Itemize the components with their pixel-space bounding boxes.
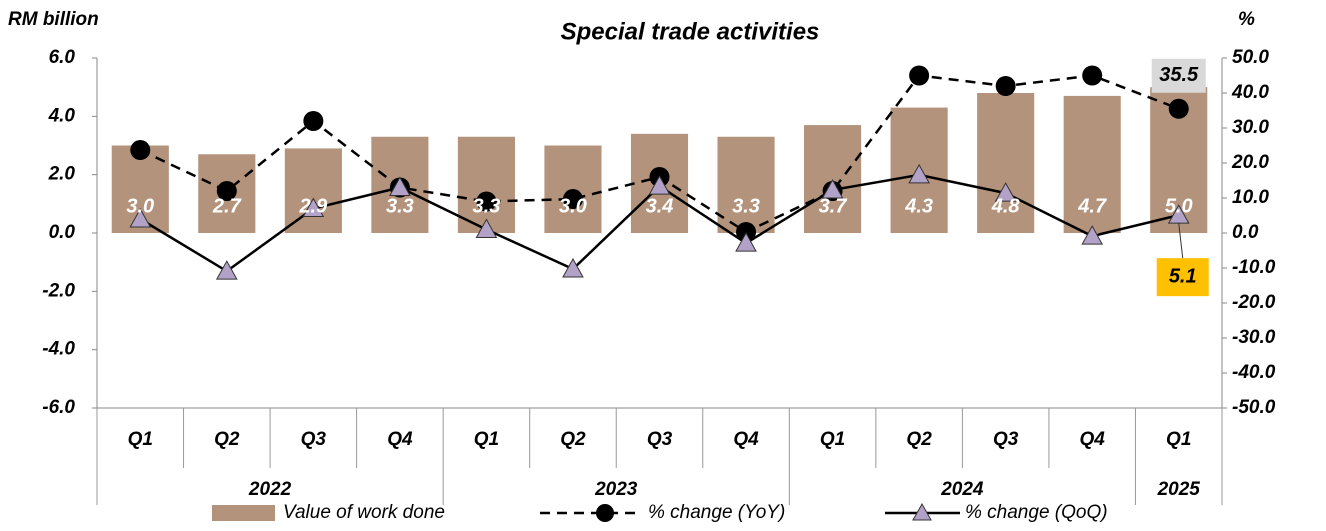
x-tick-label: Q2 xyxy=(214,429,240,450)
x-tick-label: Q3 xyxy=(647,429,673,450)
y2-tick-label: -10.0 xyxy=(1232,257,1276,278)
y2-tick-label: -50.0 xyxy=(1232,397,1276,418)
x-tick-label: Q4 xyxy=(733,429,759,450)
marker xyxy=(995,76,1016,96)
callout-label: 35.5 xyxy=(1159,64,1199,86)
y-tick-label: -6.0 xyxy=(42,397,75,418)
marker xyxy=(994,182,1017,202)
bar-value-label: 4.8 xyxy=(991,195,1021,217)
marker xyxy=(1082,65,1103,86)
legend-marker xyxy=(912,502,932,521)
bar-value-label: 3.3 xyxy=(386,195,414,217)
y2-tick-label: 30.0 xyxy=(1232,117,1269,138)
bar-value-label: 5.0 xyxy=(1165,195,1193,217)
bar xyxy=(717,136,775,233)
callout-box xyxy=(1151,58,1206,93)
bar-value-label: 3.3 xyxy=(473,195,501,217)
x-tick-label: Q1 xyxy=(820,429,845,450)
marker xyxy=(215,260,238,280)
y-tick-label: 4.0 xyxy=(48,105,76,126)
marker xyxy=(130,140,151,161)
x-tick-label: Q1 xyxy=(474,429,499,450)
y2-tick-label: 20.0 xyxy=(1231,152,1269,173)
legend-label: % change (QoQ) xyxy=(965,502,1108,523)
marker xyxy=(303,111,324,131)
bar-value-label: 3.0 xyxy=(126,195,154,217)
x-tick-label: Q3 xyxy=(301,429,327,450)
marker xyxy=(216,181,237,201)
bar-value-label: 2.9 xyxy=(298,195,328,217)
year-label: 2024 xyxy=(940,479,984,500)
marker xyxy=(909,65,930,86)
y2-tick-label: -30.0 xyxy=(1232,327,1276,348)
legend-swatch xyxy=(212,505,275,521)
x-tick-label: Q1 xyxy=(1166,429,1191,450)
y-axis-label: RM billion xyxy=(8,9,99,30)
bar xyxy=(284,148,342,233)
bar-value-label: 3.7 xyxy=(819,195,848,217)
year-label: 2022 xyxy=(248,479,292,500)
y-tick-label: 6.0 xyxy=(49,47,76,68)
bar-value-label: 3.0 xyxy=(559,195,587,217)
y2-tick-label: 40.0 xyxy=(1231,82,1269,103)
y2-tick-label: 0.0 xyxy=(1232,222,1259,243)
legend-label: Value of work done xyxy=(283,502,445,523)
legend-label: % change (YoY) xyxy=(648,502,785,523)
y2-axis-label: % xyxy=(1238,9,1255,30)
marker xyxy=(389,176,411,196)
x-tick-label: Q2 xyxy=(560,429,586,450)
callout-leader xyxy=(1178,223,1184,259)
bar-value-label: 4.3 xyxy=(904,195,933,217)
year-label: 2025 xyxy=(1157,479,1201,500)
marker xyxy=(908,163,930,184)
x-tick-label: Q2 xyxy=(906,429,932,450)
marker xyxy=(302,197,325,217)
y-tick-label: 2.0 xyxy=(48,164,76,185)
callout-box xyxy=(1156,258,1209,297)
bar-value-label: 2.7 xyxy=(212,195,242,217)
marker xyxy=(476,191,497,212)
bar-value-label: 3.4 xyxy=(646,195,674,217)
y2-tick-label: -20.0 xyxy=(1232,292,1276,313)
y2-tick-label: -40.0 xyxy=(1232,362,1276,383)
y2-tick-label: 10.0 xyxy=(1232,187,1269,208)
y-tick-label: 0.0 xyxy=(49,222,76,243)
x-tick-label: Q4 xyxy=(387,429,413,450)
x-tick-label: Q4 xyxy=(1080,429,1106,450)
marker xyxy=(129,207,152,228)
bar-value-label: 4.7 xyxy=(1077,195,1107,217)
year-label: 2023 xyxy=(594,479,638,500)
callout-label: 5.1 xyxy=(1169,265,1197,287)
bar-value-label: 3.3 xyxy=(732,195,760,217)
marker xyxy=(1168,98,1189,119)
chart-title: Special trade activities xyxy=(561,18,820,45)
y-tick-label: -4.0 xyxy=(42,339,75,360)
marker xyxy=(562,258,584,278)
bar xyxy=(457,136,515,233)
bar xyxy=(1063,95,1121,234)
legend-marker xyxy=(596,504,614,522)
marker xyxy=(1167,204,1190,224)
y2-tick-label: 50.0 xyxy=(1232,47,1269,68)
marker xyxy=(821,178,844,199)
x-tick-label: Q3 xyxy=(993,429,1019,450)
marker xyxy=(735,232,757,252)
marker xyxy=(1081,225,1104,245)
marker xyxy=(475,218,498,238)
marker xyxy=(562,189,583,210)
marker xyxy=(648,175,671,195)
y-tick-label: -2.0 xyxy=(42,280,75,301)
marker xyxy=(736,221,757,242)
bar xyxy=(977,93,1035,233)
x-tick-label: Q1 xyxy=(128,429,153,450)
